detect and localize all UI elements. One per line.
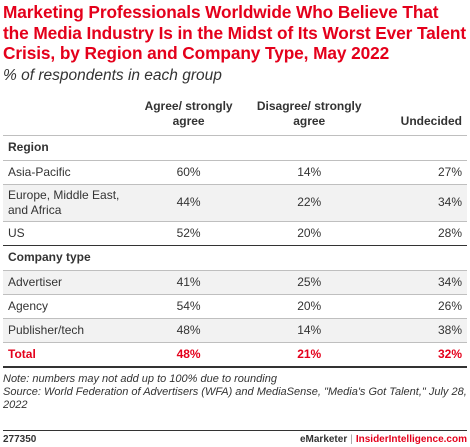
section-label: Company type [3, 245, 467, 271]
total-value: 32% [374, 342, 467, 368]
cell-value: 20% [244, 294, 375, 319]
row-label: Asia-Pacific [3, 160, 133, 185]
section-row-company-type: Company type [3, 245, 467, 271]
note-text: Note: numbers may not add up to 100% due… [3, 372, 277, 385]
section-row-region: Region [3, 135, 467, 161]
total-label: Total [3, 342, 133, 368]
table-row: Advertiser 41% 25% 34% [3, 270, 467, 295]
cell-value: 28% [374, 221, 467, 246]
cell-value: 48% [132, 318, 245, 343]
brand-separator: | [350, 434, 353, 445]
total-value: 21% [244, 342, 375, 368]
table-row: Agency 54% 20% 26% [3, 294, 467, 319]
total-value: 48% [132, 342, 245, 368]
data-table: Agree/ strongly agree Disagree/ strongly… [3, 91, 467, 368]
brand-emarketer: eMarketer [299, 434, 348, 445]
chart-footer: 277350 eMarketer | InsiderIntelligence.com [3, 430, 467, 445]
table-header-row: Agree/ strongly agree Disagree/ strongly… [3, 91, 467, 136]
chart-subtitle: % of respondents in each group [3, 66, 222, 84]
column-header-disagree: Disagree/ strongly agree [244, 91, 375, 136]
table-row: Europe, Middle East, and Africa 44% 22% … [3, 184, 467, 222]
column-header-agree: Agree/ strongly agree [132, 91, 245, 136]
column-header-undecided: Undecided [374, 91, 467, 136]
table-row: US 52% 20% 28% [3, 221, 467, 246]
row-label: Agency [3, 294, 133, 319]
chart-notes: Note: numbers may not add up to 100% due… [3, 373, 467, 412]
row-label: Advertiser [3, 270, 133, 295]
chart-title: Marketing Professionals Worldwide Who Be… [3, 2, 466, 63]
cell-value: 14% [244, 318, 375, 343]
cell-value: 20% [244, 221, 375, 246]
brand-credit: eMarketer | InsiderIntelligence.com [300, 433, 467, 446]
cell-value: 34% [374, 184, 467, 222]
cell-value: 14% [244, 160, 375, 185]
cell-value: 44% [132, 184, 245, 222]
section-label: Region [3, 135, 467, 161]
brand-insider-intelligence: InsiderIntelligence.com [355, 434, 467, 445]
cell-value: 41% [132, 270, 245, 295]
chart-id: 277350 [3, 434, 37, 445]
cell-value: 25% [244, 270, 375, 295]
row-label: Europe, Middle East, and Africa [3, 184, 133, 222]
cell-value: 54% [132, 294, 245, 319]
cell-value: 27% [374, 160, 467, 185]
total-row: Total 48% 21% 32% [3, 342, 467, 368]
cell-value: 60% [132, 160, 245, 185]
column-header-category [3, 91, 133, 136]
table-row: Asia-Pacific 60% 14% 27% [3, 160, 467, 185]
row-label: US [3, 221, 133, 246]
cell-value: 22% [244, 184, 375, 222]
table-row: Publisher/tech 48% 14% 38% [3, 318, 467, 343]
row-label: Publisher/tech [3, 318, 133, 343]
source-text: Source: World Federation of Advertisers … [3, 385, 467, 411]
cell-value: 52% [132, 221, 245, 246]
cell-value: 38% [374, 318, 467, 343]
cell-value: 34% [374, 270, 467, 295]
cell-value: 26% [374, 294, 467, 319]
